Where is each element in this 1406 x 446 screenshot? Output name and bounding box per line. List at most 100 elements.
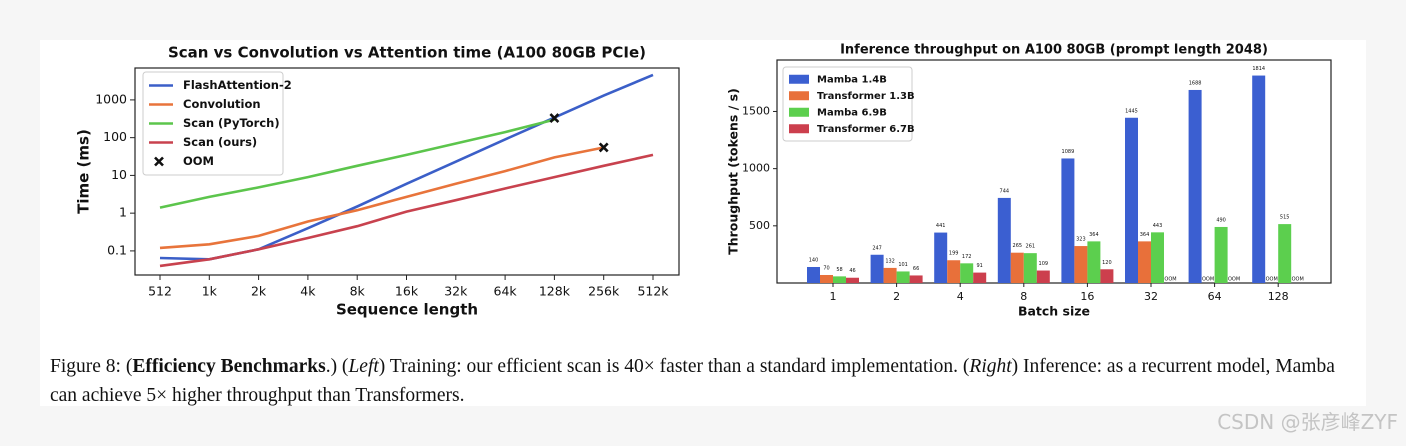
value-label: 70 — [823, 265, 829, 271]
x-tick-label: 32 — [1144, 290, 1158, 303]
value-label: 441 — [936, 223, 946, 229]
bar — [960, 263, 974, 283]
x-tick-label: 16 — [1080, 290, 1094, 303]
value-label: 120 — [1102, 260, 1112, 266]
watermark: CSDN @张彦峰ZYF — [1217, 410, 1398, 434]
y-tick-label: 10 — [111, 167, 127, 182]
legend-swatch — [154, 156, 164, 167]
caption-text: ) Training: our efficient scan is 40× fa… — [378, 356, 970, 377]
y-tick-label: 500 — [749, 219, 770, 232]
y-tick-label: 0.1 — [107, 242, 127, 257]
x-tick-label: 512 — [148, 284, 172, 299]
bar — [934, 232, 948, 283]
oom-label: OOM — [1266, 277, 1278, 283]
legend-label: Mamba 1.4B — [817, 74, 887, 85]
caption-text: Efficiency Benchmarks — [132, 356, 326, 377]
bar — [1087, 241, 1101, 283]
legend-swatch — [789, 91, 809, 101]
legend-swatch — [789, 107, 809, 117]
bar — [997, 197, 1011, 283]
x-tick-label: 2 — [893, 290, 900, 303]
oom-label: OOM — [1202, 277, 1214, 283]
bar — [1278, 224, 1292, 283]
x-tick-label: 8 — [1020, 290, 1027, 303]
legend-label: Transformer 1.3B — [817, 91, 915, 102]
legend-label: Mamba 6.9B — [817, 107, 887, 118]
oom-marker — [549, 113, 560, 123]
caption-text: Right — [969, 356, 1012, 377]
value-label: 1445 — [1125, 108, 1138, 114]
bar — [1036, 270, 1050, 283]
bar — [807, 266, 820, 283]
x-tick-label: 1k — [202, 284, 218, 299]
legend-swatch — [789, 74, 809, 84]
bar — [833, 276, 846, 283]
y-tick-label: 1000 — [95, 91, 127, 106]
oom-label: OOM — [1164, 277, 1176, 283]
value-label: 58 — [836, 267, 842, 273]
value-label: 46 — [849, 268, 855, 274]
x-tick-label: 4 — [957, 290, 964, 303]
x-tick-label: 1 — [830, 290, 837, 303]
value-label: 247 — [872, 245, 882, 251]
value-label: 66 — [913, 266, 919, 272]
bar — [883, 267, 897, 283]
x-tick-label: 256k — [588, 284, 620, 299]
chart-title: Inference throughput on A100 80GB (promp… — [840, 43, 1268, 58]
legend-label: Scan (PyTorch) — [183, 116, 280, 130]
y-tick-label: 1000 — [742, 162, 770, 175]
oom-label: OOM — [1292, 277, 1304, 283]
series-line — [159, 118, 555, 209]
value-label: 364 — [1140, 232, 1150, 238]
y-tick-label: 1500 — [742, 104, 770, 117]
bar — [870, 254, 884, 283]
value-label: 744 — [1000, 188, 1010, 194]
value-label: 265 — [1013, 243, 1023, 249]
value-label: 1688 — [1189, 80, 1202, 86]
bar — [1151, 232, 1164, 283]
x-tick-label: 512k — [637, 284, 669, 299]
value-label: 443 — [1153, 223, 1163, 229]
bar — [1023, 253, 1037, 283]
x-tick-label: 128k — [539, 284, 571, 299]
legend-label: Scan (ours) — [183, 135, 257, 149]
bar — [896, 271, 910, 283]
value-label: 199 — [949, 251, 959, 257]
value-label: 1814 — [1252, 66, 1265, 72]
x-tick-label: 64k — [494, 284, 518, 299]
x-tick-label: 4k — [300, 284, 316, 299]
oom-marker — [598, 142, 609, 153]
x-axis-label: Batch size — [1018, 304, 1090, 319]
legend-label: Convolution — [183, 97, 261, 111]
bar — [1125, 117, 1138, 283]
caption-text: ) Inference: as a recurrent model, Mamba… — [50, 356, 1335, 406]
value-label: 172 — [962, 254, 972, 260]
caption: Figure 8: (Efficiency Benchmarks.) (Left… — [50, 352, 1365, 410]
x-tick-label: 2k — [251, 284, 267, 299]
caption-text: .) ( — [325, 356, 349, 377]
bar — [1010, 252, 1024, 283]
x-tick-label: 64 — [1208, 290, 1222, 303]
bar — [820, 274, 833, 283]
caption-text: Left — [348, 356, 379, 377]
bar — [1138, 241, 1151, 283]
value-label: 132 — [885, 258, 895, 264]
y-axis-label: Time (ms) — [75, 129, 93, 214]
series-line — [159, 153, 654, 268]
value-label: 490 — [1216, 217, 1226, 223]
value-label: 515 — [1280, 215, 1290, 221]
bar — [1188, 89, 1202, 283]
bar — [1061, 158, 1075, 283]
bar — [1074, 246, 1088, 283]
y-axis-label: Throughput (tokens / s) — [726, 88, 741, 255]
legend-label: FlashAttention-2 — [183, 78, 292, 92]
value-label: 1089 — [1062, 149, 1075, 155]
bar — [909, 275, 923, 283]
y-tick-label: 1 — [119, 205, 127, 220]
legend-swatch — [789, 124, 809, 134]
value-label: 140 — [809, 257, 819, 263]
oom-label: OOM — [1228, 277, 1240, 283]
value-label: 91 — [977, 263, 983, 269]
value-label: 261 — [1026, 244, 1036, 250]
